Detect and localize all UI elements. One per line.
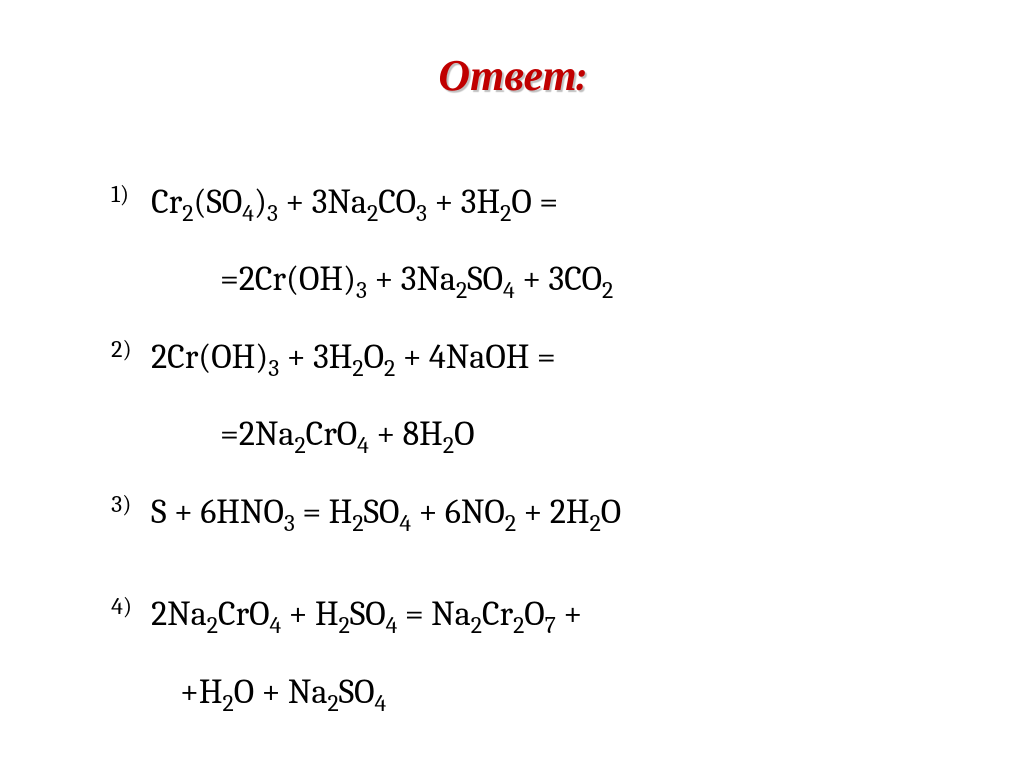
equation-continuation: =2Na2CrO4 + 8H2O	[60, 408, 964, 461]
equation-continuation: =2Cr(OH)3 + 3Na2SO4 + 3CO2	[60, 253, 964, 306]
equation-row: 2)2Cr(OH)3 + 3H2O2 + 4NaOH =	[60, 306, 964, 408]
equation-number: 2)	[81, 331, 151, 368]
equation-body: 2Cr(OH)3 + 3H2O2 + 4NaOH =	[151, 337, 556, 377]
equation-row: 3)S + 6HNO3 = H2SO4 + 6NO2 + 2H2O	[60, 461, 964, 563]
equation-body: Cr2(SO4)3 + 3Na2CO3 + 3H2O =	[151, 182, 558, 222]
equation-number: 4)	[81, 588, 151, 625]
equation-row: 4)2Na2CrO4 + H2SO4 = Na2Cr2O7 +	[60, 563, 964, 665]
equation-number: 3)	[81, 486, 151, 523]
equation-continuation: +H2O + Na2SO4	[60, 666, 964, 719]
equation-list: 1)Cr2(SO4)3 + 3Na2CO3 + 3H2O = =2Cr(OH)3…	[60, 151, 964, 718]
page-title: Ответ:	[60, 50, 964, 101]
equation-body: S + 6HNO3 = H2SO4 + 6NO2 + 2H2O	[151, 492, 621, 532]
slide: Ответ: 1)Cr2(SO4)3 + 3Na2CO3 + 3H2O = =2…	[0, 0, 1024, 768]
equation-row: 1)Cr2(SO4)3 + 3Na2CO3 + 3H2O =	[60, 151, 964, 253]
equation-number: 1)	[81, 176, 151, 213]
equation-body: 2Na2CrO4 + H2SO4 = Na2Cr2O7 +	[151, 594, 582, 634]
